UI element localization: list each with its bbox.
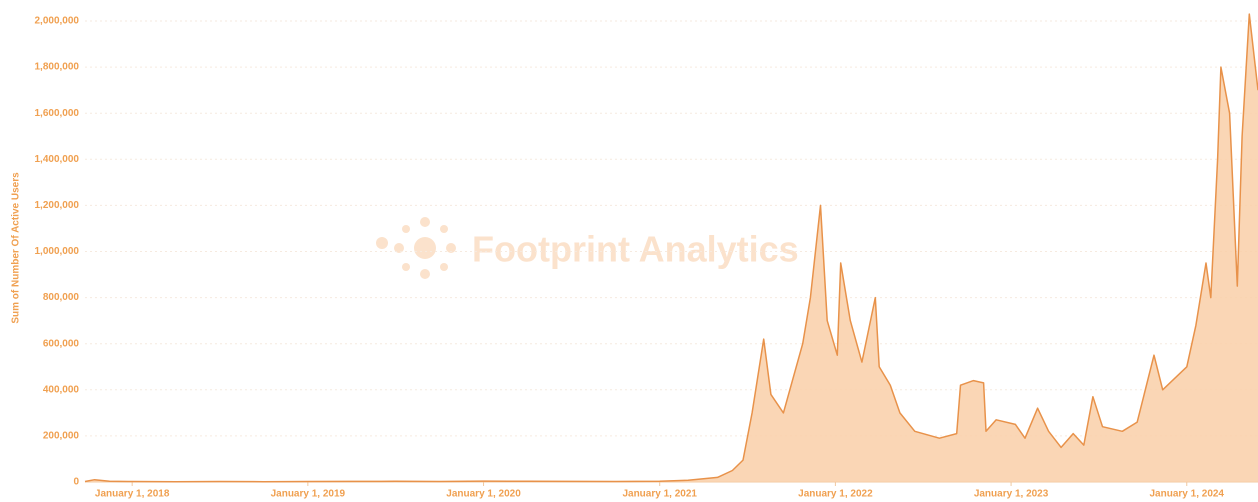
- y-tick-label: 800,000: [43, 292, 80, 303]
- x-tick-label: January 1, 2024: [1150, 489, 1225, 500]
- y-tick-label: 1,800,000: [35, 62, 80, 73]
- y-tick-label: 200,000: [43, 431, 80, 442]
- x-tick-label: January 1, 2019: [271, 489, 346, 500]
- watermark: Footprint Analytics: [472, 229, 799, 270]
- y-tick-label: 400,000: [43, 384, 80, 395]
- x-tick-label: January 1, 2020: [446, 489, 521, 500]
- y-tick-label: 1,200,000: [35, 200, 80, 211]
- x-tick-label: January 1, 2023: [974, 489, 1049, 500]
- y-tick-label: 1,600,000: [35, 108, 80, 119]
- y-tick-label: 1,000,000: [35, 246, 80, 257]
- y-tick-label: 0: [73, 477, 79, 488]
- y-axis-label: Sum of Number Of Active Users: [11, 172, 22, 324]
- x-tick-label: January 1, 2021: [622, 489, 697, 500]
- x-tick-label: January 1, 2022: [798, 489, 873, 500]
- area: [85, 14, 1258, 482]
- line: [84, 13, 1258, 483]
- watermark-icon: [376, 217, 456, 279]
- y-tick-label: 2,000,000: [35, 16, 80, 27]
- x-tick-label: January 1, 2018: [95, 489, 170, 500]
- y-tick-label: 1,400,000: [35, 154, 80, 165]
- y-tick-label: 600,000: [43, 338, 80, 349]
